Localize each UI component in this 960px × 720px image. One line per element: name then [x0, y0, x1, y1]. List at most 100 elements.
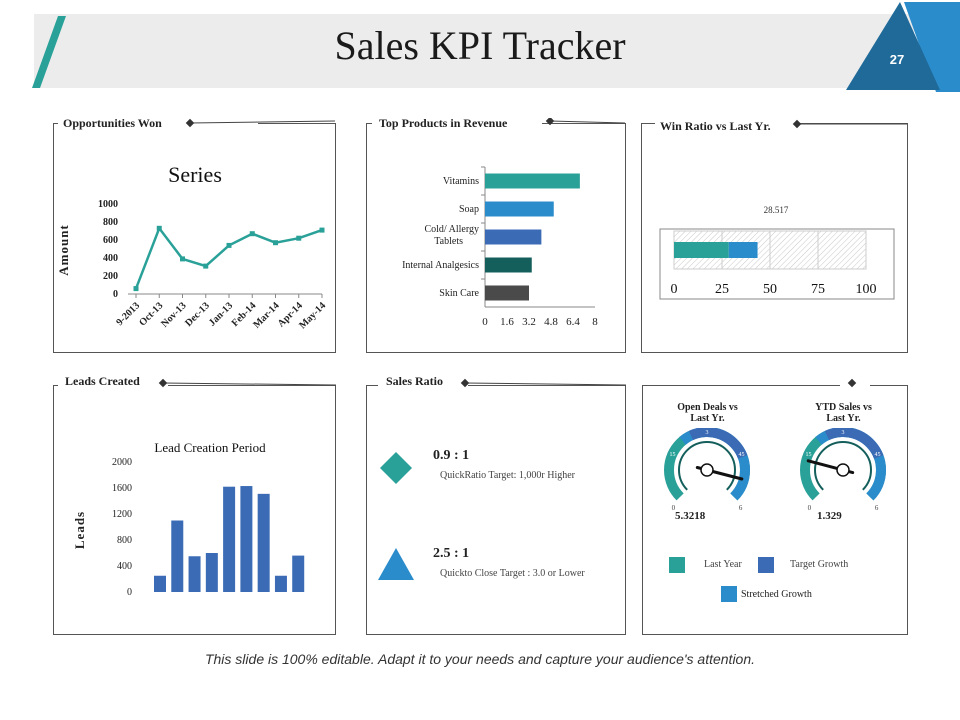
leads-bar: [257, 493, 270, 592]
line-chart-point: [226, 242, 232, 248]
hbar-category-label: Internal Analgesics: [402, 260, 479, 271]
gauge-1-title-line2: Last Yr.: [690, 413, 725, 424]
leads-bar: [154, 575, 166, 592]
gauge-inner-ring: [678, 441, 736, 491]
line-chart-point: [249, 231, 255, 237]
footer-note: This slide is 100% editable. Adapt it to…: [204, 651, 756, 667]
leads-chart-ytick: 1200: [112, 509, 132, 520]
line-chart-point: [273, 240, 278, 246]
leads-chart-ytick: 800: [117, 535, 132, 546]
leads-chart-title: Lead Creation Period: [154, 440, 266, 455]
gauge-hub: [700, 463, 714, 477]
leads-chart-ytick: 0: [127, 587, 132, 598]
gauge-2-title: YTD Sales vs Last Yr.: [796, 402, 891, 424]
gauge-min: 0: [672, 504, 676, 512]
gauges-panel: [642, 385, 908, 635]
hbar-xtick: 3.2: [522, 316, 536, 328]
gauge-2: 15 3 45 0 6: [800, 428, 886, 512]
hbar-category-label: Vitamins: [443, 176, 479, 187]
leads-chart-ylabel: Leads: [72, 511, 87, 549]
line-chart-xtick: Nov-13: [159, 300, 188, 329]
hbar-xtick: 4.8: [544, 316, 558, 328]
win-ratio-xtick: 50: [763, 282, 777, 297]
hbar-category-label: Cold/ Allergy: [424, 224, 479, 235]
line-chart-point: [203, 263, 209, 269]
leads-connector: [158, 378, 337, 388]
gauge-inner-ring: [814, 441, 872, 491]
title-band: [34, 14, 914, 88]
gauge-tick: 3: [842, 430, 845, 436]
ratio-value-1: 0.9 : 1: [433, 448, 470, 463]
win-ratio-data-label: 28.517: [764, 205, 789, 215]
line-chart-ytick: 200: [103, 271, 118, 282]
line-chart-ytick: 600: [103, 235, 118, 246]
line-chart-xtick: May-14: [297, 300, 328, 331]
line-chart-point: [296, 235, 302, 241]
gauge-1-value: 5.3218: [675, 510, 706, 522]
win-ratio-xtick: 25: [715, 282, 729, 297]
diamond-icon: [380, 452, 412, 484]
ratio-desc-2: Quickto Close Target : 3.0 or Lower: [440, 568, 585, 579]
win-ratio-segment-1: [674, 242, 729, 258]
gauge-tick: 15: [806, 452, 812, 458]
opportunities-line-chart: SeriesAmount020040060080010009-2013Oct-1…: [56, 162, 328, 331]
gauge-band-target: [824, 428, 884, 459]
triangle-icon: [378, 548, 414, 580]
page-number: 27: [889, 52, 905, 67]
gauge-hub: [836, 463, 850, 477]
gauge-tick: 3: [706, 430, 709, 436]
legend-last-year-swatch: [669, 557, 685, 573]
leads-chart-ytick: 2000: [112, 457, 132, 468]
hbar-bar: [485, 201, 554, 217]
line-chart-xtick: 9-2013: [114, 300, 142, 328]
hbar-bar: [485, 257, 532, 273]
leads-bar: [223, 486, 236, 592]
leads-bar: [171, 520, 184, 592]
line-chart-point: [156, 225, 162, 231]
win-ratio-xtick: 75: [811, 282, 825, 297]
line-chart-xtick: Mar-14: [251, 300, 281, 330]
gauge-1-title: Open Deals vs Last Yr.: [660, 402, 755, 424]
gauges-connector: [847, 378, 857, 388]
sales-ratio-panel: [366, 385, 626, 635]
page-title: Sales KPI Tracker: [334, 23, 626, 68]
gauge-max: 6: [739, 504, 743, 512]
line-chart-xtick: Jan-13: [207, 300, 235, 328]
win-ratio-xtick: 0: [671, 282, 678, 297]
leads-chart-ytick: 1600: [112, 483, 132, 494]
page-number-badge: [846, 2, 960, 92]
gauge-tick: 45: [738, 452, 744, 458]
line-chart-title: Series: [168, 162, 222, 187]
gauge-band-target: [688, 428, 748, 459]
leads-bar: [274, 575, 287, 592]
win-ratio-segment-2: [728, 242, 758, 258]
gauge-1-title-line1: Open Deals vs: [677, 402, 738, 413]
hbar-bar: [485, 285, 529, 301]
opportunities-label: Opportunities Won: [63, 116, 162, 130]
gauge-tick: 45: [874, 452, 880, 458]
line-chart-ytick: 400: [103, 253, 118, 264]
line-chart-point: [133, 286, 139, 292]
leads-bar: [188, 556, 201, 592]
gauge-2-title-line1: YTD Sales vs: [815, 402, 872, 413]
gauge-tick: 15: [670, 452, 676, 458]
line-chart-point: [319, 227, 325, 233]
legend-stretched-growth: Stretched Growth: [741, 589, 812, 600]
win-ratio-connector: [792, 119, 907, 129]
line-chart-ytick: 1000: [98, 199, 118, 210]
line-chart-ytick: 800: [103, 217, 118, 228]
leads-chart-ytick: 400: [117, 561, 132, 572]
hbar-xtick: 6.4: [566, 316, 580, 328]
leads-panel: [53, 385, 336, 635]
ratio-value-2: 2.5 : 1: [433, 546, 470, 561]
hbar-category-label: Soap: [459, 204, 479, 215]
top-products-label: Top Products in Revenue: [379, 116, 508, 130]
title-accent-stripe: [32, 16, 66, 88]
gauge-min: 0: [808, 504, 812, 512]
line-chart-xtick: Dec-13: [183, 300, 212, 329]
legend-stretched-growth-swatch: [721, 586, 737, 602]
top-products-connector: [545, 118, 626, 126]
line-chart-series: [134, 225, 323, 290]
hbar-xtick: 0: [482, 316, 488, 328]
